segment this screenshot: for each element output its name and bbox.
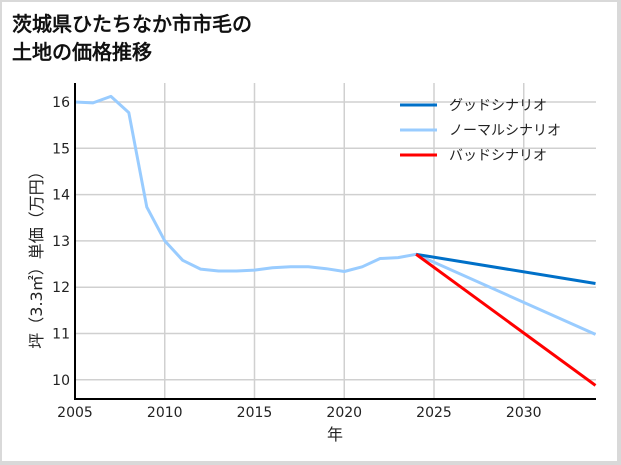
chart-title: 茨城県ひたちなか市市毛の 土地の価格推移 [12,10,252,66]
title-line-2: 土地の価格推移 [12,40,152,64]
x-tick-label: 2005 [57,405,93,421]
legend-label: バッドシナリオ [449,148,547,164]
x-tick-label: 2015 [237,405,273,421]
y-tick-label: 10 [52,373,70,389]
legend-label: グッドシナリオ [449,98,547,114]
grid-lines [75,83,596,399]
y-tick-label: 14 [52,188,70,204]
title-line-1: 茨城県ひたちなか市市毛の [12,12,252,36]
series-line [74,94,597,336]
x-axis-label: 年 [327,425,343,444]
series-line [415,253,597,387]
chart-frame [2,2,617,461]
x-tick-label: 2025 [416,405,452,421]
series-lines [74,94,597,387]
series-line [415,252,596,285]
x-tick-label: 2030 [506,405,542,421]
x-tick-label: 2010 [147,405,183,421]
tick-labels: 2005 2010 2015 2020 2025 2030 10 11 12 13 14 15 16 [52,95,541,421]
y-tick-label: 12 [52,280,70,296]
x-tick-label: 2020 [326,405,362,421]
y-axis-label: 坪（3.3㎡）単価（万円） [27,163,46,348]
y-tick-label: 13 [52,234,70,250]
axes [74,83,596,400]
y-tick-label: 11 [52,327,70,343]
legend-label: ノーマルシナリオ [449,123,561,139]
y-tick-label: 15 [52,141,70,157]
y-tick-label: 16 [52,95,70,111]
